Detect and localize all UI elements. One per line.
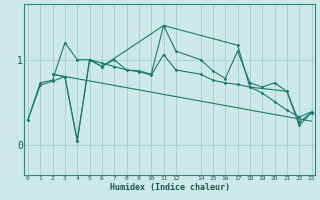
- X-axis label: Humidex (Indice chaleur): Humidex (Indice chaleur): [110, 183, 230, 192]
